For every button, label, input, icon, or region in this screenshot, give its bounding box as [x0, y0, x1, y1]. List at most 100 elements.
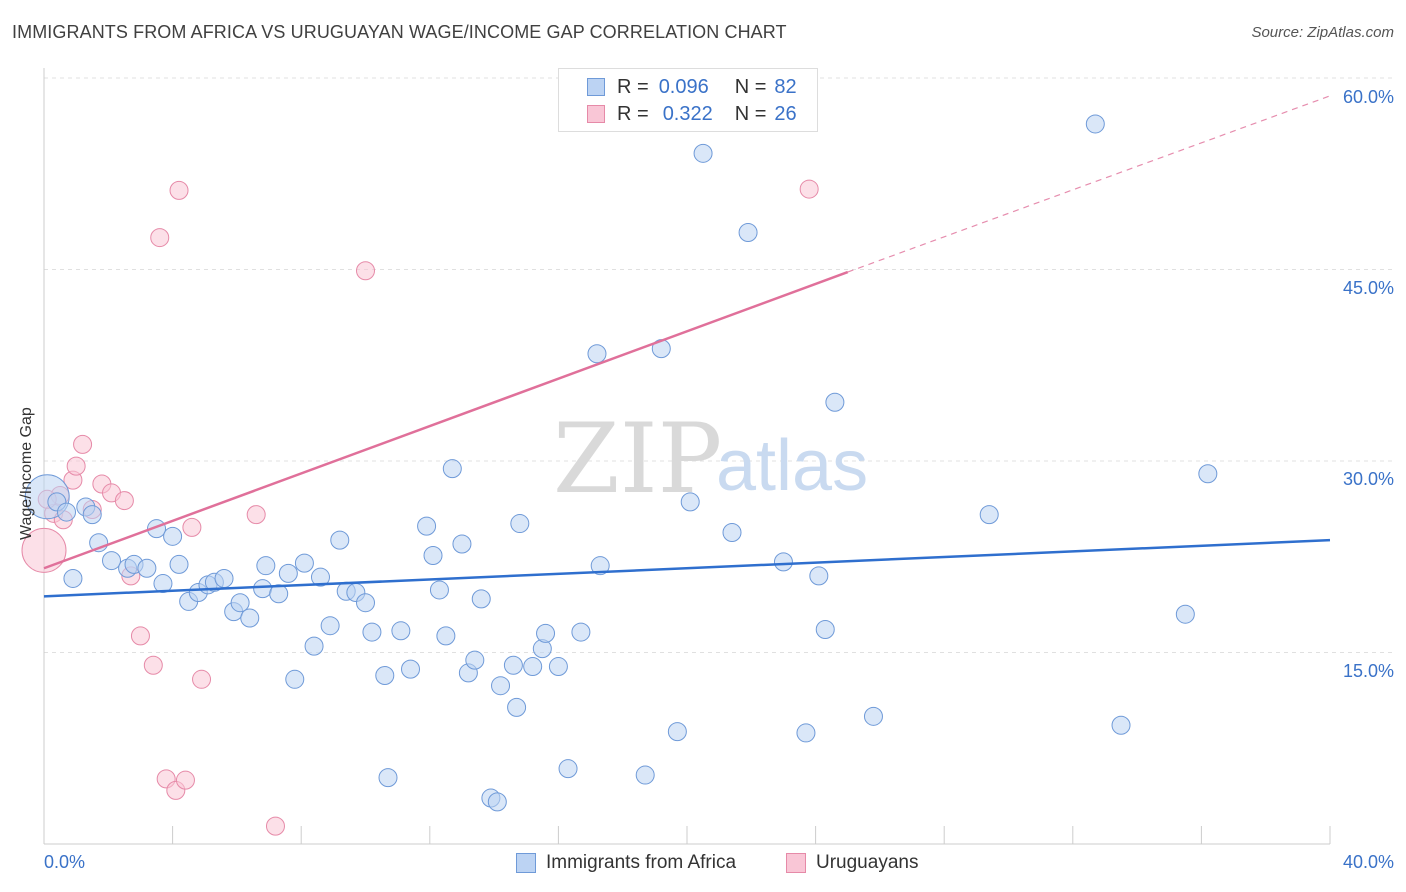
- africa-point: [82, 505, 102, 525]
- legend-item-uruguayans: Uruguayans: [786, 852, 918, 874]
- africa-point: [452, 534, 472, 554]
- africa-point: [375, 665, 395, 685]
- africa-point: [169, 554, 189, 574]
- uruguayans-point: [175, 770, 195, 790]
- africa-point: [558, 759, 578, 779]
- uruguayans-point: [169, 180, 189, 200]
- africa-point: [523, 657, 543, 677]
- legend-label-uruguayans: Uruguayans: [816, 852, 919, 873]
- africa-point: [1085, 114, 1105, 134]
- africa-point: [487, 792, 507, 812]
- africa-point: [507, 697, 527, 717]
- africa-point: [102, 551, 122, 571]
- africa-point: [137, 558, 157, 578]
- africa-point: [63, 568, 83, 588]
- africa-point: [163, 526, 183, 546]
- legend-swatch-uruguayans: [786, 853, 806, 873]
- y-tick-label-45: 45.0%: [1342, 278, 1394, 298]
- legend-swatch-africa: [516, 853, 536, 873]
- uruguayans-point: [73, 434, 93, 454]
- africa-point: [320, 616, 340, 636]
- uruguayans-point: [114, 491, 134, 511]
- africa-point: [680, 492, 700, 512]
- legend-swatch-uruguayans: [587, 105, 605, 123]
- source-attribution: Source: ZipAtlas.com: [1251, 24, 1394, 41]
- africa-point: [423, 545, 443, 565]
- africa-point: [863, 706, 883, 726]
- africa-point: [471, 589, 491, 609]
- africa-point: [330, 530, 350, 550]
- africa-point: [510, 514, 530, 534]
- africa-point: [722, 522, 742, 542]
- uruguayans-point: [192, 669, 212, 689]
- africa-point: [693, 143, 713, 163]
- africa-point: [590, 556, 610, 576]
- uruguayans-point: [21, 527, 67, 573]
- africa-point: [310, 567, 330, 587]
- uruguayans-point: [130, 626, 150, 646]
- uruguayans-point: [182, 517, 202, 537]
- trendlines: [43, 95, 1331, 598]
- africa-points: [24, 114, 1218, 812]
- africa-point: [417, 516, 437, 536]
- r-label: R =: [617, 75, 649, 98]
- uruguayans-point: [799, 179, 819, 199]
- n-value: 82: [774, 75, 797, 98]
- r-value: 0.096: [658, 75, 709, 98]
- africa-point: [738, 222, 758, 242]
- x-tick-label-max: 40.0%: [1342, 852, 1394, 872]
- r-value: 0.322: [662, 102, 713, 125]
- africa-point: [815, 620, 835, 640]
- africa-point: [153, 574, 173, 594]
- africa-point: [240, 608, 260, 628]
- uruguayans-point: [66, 456, 86, 476]
- africa-point: [1111, 715, 1131, 735]
- uruguayans-point: [143, 655, 163, 675]
- africa-point: [536, 623, 556, 643]
- africa-point: [391, 621, 411, 641]
- africa-point: [253, 579, 273, 599]
- watermark-atlas: atlas: [716, 426, 868, 506]
- x-axis-ticks: [43, 826, 1331, 844]
- africa-point: [401, 659, 421, 679]
- legend-row-uruguayans: R = 0.322 N = 26: [559, 102, 797, 126]
- chart-title: IMMIGRANTS FROM AFRICA VS URUGUAYAN WAGE…: [12, 22, 787, 42]
- legend-item-africa: Immigrants from Africa: [516, 852, 736, 874]
- africa-point: [979, 505, 999, 525]
- africa-point: [635, 765, 655, 785]
- africa-point: [214, 568, 234, 588]
- legend-row-africa: R = 0.096 N = 82: [559, 75, 797, 99]
- uruguayans-point: [356, 261, 375, 281]
- africa-point: [773, 552, 793, 572]
- uruguayans-trendline-extension: [847, 95, 1331, 273]
- y-tick-label-60: 60.0%: [1342, 87, 1394, 107]
- n-label: N =: [734, 75, 767, 98]
- r-label: R =: [617, 102, 649, 125]
- africa-point: [491, 676, 511, 696]
- africa-point: [465, 650, 485, 670]
- africa-point: [825, 392, 845, 412]
- uruguayans-points: [21, 179, 819, 836]
- africa-point: [809, 566, 829, 586]
- africa-trendline: [43, 538, 1331, 598]
- africa-point: [532, 639, 552, 659]
- africa-point: [503, 655, 523, 675]
- y-tick-label-30: 30.0%: [1342, 469, 1394, 489]
- africa-point: [269, 584, 289, 604]
- watermark: ZIP atlas: [553, 403, 868, 515]
- uruguayans-point: [246, 505, 266, 525]
- africa-point: [57, 502, 77, 522]
- uruguayans-point: [150, 228, 170, 248]
- africa-point: [571, 622, 591, 642]
- n-value: 26: [774, 102, 797, 125]
- africa-point: [442, 459, 462, 479]
- africa-point: [285, 669, 305, 689]
- africa-point: [796, 723, 816, 743]
- africa-point: [429, 580, 449, 600]
- n-label: N =: [734, 102, 767, 125]
- africa-point: [294, 553, 314, 573]
- uruguayans-point: [265, 816, 285, 836]
- africa-point: [356, 593, 375, 613]
- x-tick-label-min: 0.0%: [44, 852, 86, 872]
